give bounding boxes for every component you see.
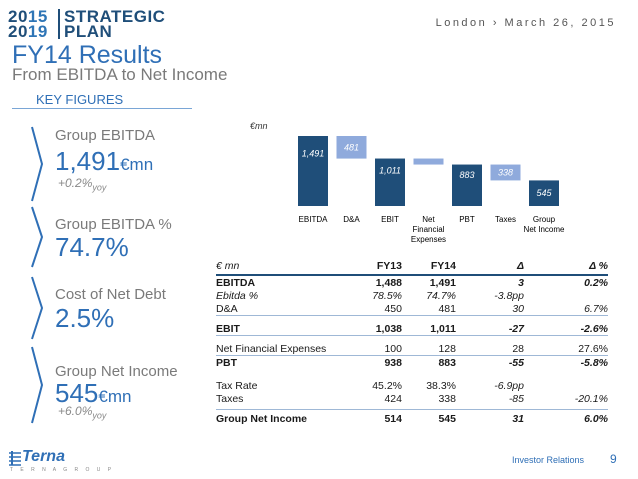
table-row: Taxes 424 338 -85 -20.1% bbox=[216, 392, 608, 405]
kpi-net-income-value: 545€mn bbox=[55, 378, 132, 408]
waterfall-category-label: Financial bbox=[412, 225, 444, 234]
table-row: PBT 938 883 -55 -5.8% bbox=[216, 356, 608, 369]
chart-unit-label: €mn bbox=[250, 121, 268, 131]
location-date: London › March 26, 2015 bbox=[435, 17, 616, 29]
waterfall-bar-0 bbox=[298, 136, 328, 206]
kpi-ebitda-label: Group EBITDA bbox=[55, 127, 156, 144]
header-unit: € mn bbox=[216, 258, 344, 276]
waterfall-bar-1 bbox=[336, 136, 367, 159]
table-row: Net Financial Expenses 100 128 28 27.6% bbox=[216, 342, 608, 356]
chevron-icon bbox=[31, 276, 44, 340]
logo-divider bbox=[58, 9, 60, 39]
waterfall-bar-4 bbox=[452, 164, 482, 206]
waterfall-category-label: PBT bbox=[459, 215, 475, 224]
kpi-ebitda-delta: +0.2%yoy bbox=[58, 176, 107, 193]
table-row: D&A 450 481 30 6.7% bbox=[216, 302, 608, 316]
waterfall-category-label: Net Income bbox=[524, 225, 565, 234]
waterfall-chart: 1,491 EBITDA 481 D&A 1,011 EBIT 128 NetFinancia… bbox=[298, 136, 565, 244]
header-fy14: FY14 bbox=[402, 258, 456, 276]
waterfall-category-label: Taxes bbox=[495, 215, 516, 224]
waterfall-bar-3 bbox=[413, 158, 444, 165]
waterfall-value-label: 1,491 bbox=[302, 149, 325, 159]
waterfall-category-label: EBITDA bbox=[299, 215, 329, 224]
waterfall-category-label: Group bbox=[533, 215, 556, 224]
key-figures-underline bbox=[12, 108, 192, 109]
page-subtitle: From EBITDA to Net Income bbox=[12, 65, 228, 84]
waterfall-value-label: 883 bbox=[459, 170, 474, 180]
waterfall-value-label: 128 bbox=[421, 149, 436, 159]
page-number: 9 bbox=[610, 452, 617, 466]
waterfall-category-label: EBIT bbox=[381, 215, 399, 224]
terna-logo-icon bbox=[9, 451, 21, 466]
key-figures-label: KEY FIGURES bbox=[36, 92, 124, 107]
header-fy13: FY13 bbox=[344, 258, 402, 276]
terna-brand: Terna bbox=[22, 448, 65, 465]
table-header-row: € mn FY13 FY14 Δ Δ % bbox=[216, 258, 608, 276]
table-row: EBIT 1,038 1,011 -27 -2.6% bbox=[216, 322, 608, 336]
logo-wordmark: STRATEGIC PLAN bbox=[64, 7, 166, 41]
waterfall-value-label: 545 bbox=[536, 188, 552, 198]
waterfall-value-label: 1,011 bbox=[379, 165, 401, 175]
kpi-net-debt-value: 2.5% bbox=[55, 303, 115, 333]
kpi-ebitda-value: 1,491€mn bbox=[55, 146, 154, 176]
kpi-net-debt-label: Cost of Net Debt bbox=[55, 286, 166, 303]
strategic-plan-logo: 2015 2019 bbox=[8, 7, 48, 41]
waterfall-bar-2 bbox=[375, 158, 405, 206]
waterfall-value-label: 338 bbox=[498, 167, 513, 177]
waterfall-category-label: Expenses bbox=[411, 235, 446, 244]
chevron-icon bbox=[31, 346, 44, 424]
logo-year-bottom: 2019 bbox=[8, 22, 48, 41]
waterfall-value-label: 481 bbox=[344, 142, 359, 152]
chevron-icon bbox=[31, 126, 44, 202]
waterfall-bar-5 bbox=[490, 164, 521, 181]
logo-year-top: 2015 bbox=[8, 7, 48, 26]
kpi-net-income-label: Group Net Income bbox=[55, 363, 178, 380]
table-row: Group Net Income 514 545 31 6.0% bbox=[216, 409, 608, 428]
table-row: Tax Rate 45.2% 38.3% -6.9pp bbox=[216, 379, 524, 392]
waterfall-category-label: Net bbox=[422, 215, 435, 224]
waterfall-category-label: D&A bbox=[343, 215, 360, 224]
table-row: EBITDA 1,488 1,491 3 0.2% bbox=[216, 276, 608, 289]
kpi-ebitda-pct-value: 74.7% bbox=[55, 232, 129, 262]
header-delta: Δ bbox=[456, 258, 524, 276]
page-title: FY14 Results bbox=[12, 41, 163, 69]
footer-section: Investor Relations bbox=[512, 455, 585, 465]
kpi-net-income-delta: +6.0%yoy bbox=[58, 404, 107, 421]
table-row: Ebitda % 78.5% 74.7% -3.8pp bbox=[216, 289, 524, 302]
header-delta-pct: Δ % bbox=[524, 258, 608, 276]
kpi-ebitda-pct-label: Group EBITDA % bbox=[55, 216, 172, 233]
terna-brand-sub: T E R N A G R O U P bbox=[10, 467, 115, 473]
waterfall-bar-6 bbox=[529, 180, 559, 206]
financials-table: € mn FY13 FY14 Δ Δ % EBITDA 1,488 1,491 3 0.… bbox=[216, 258, 608, 428]
chevron-icon bbox=[31, 206, 44, 268]
